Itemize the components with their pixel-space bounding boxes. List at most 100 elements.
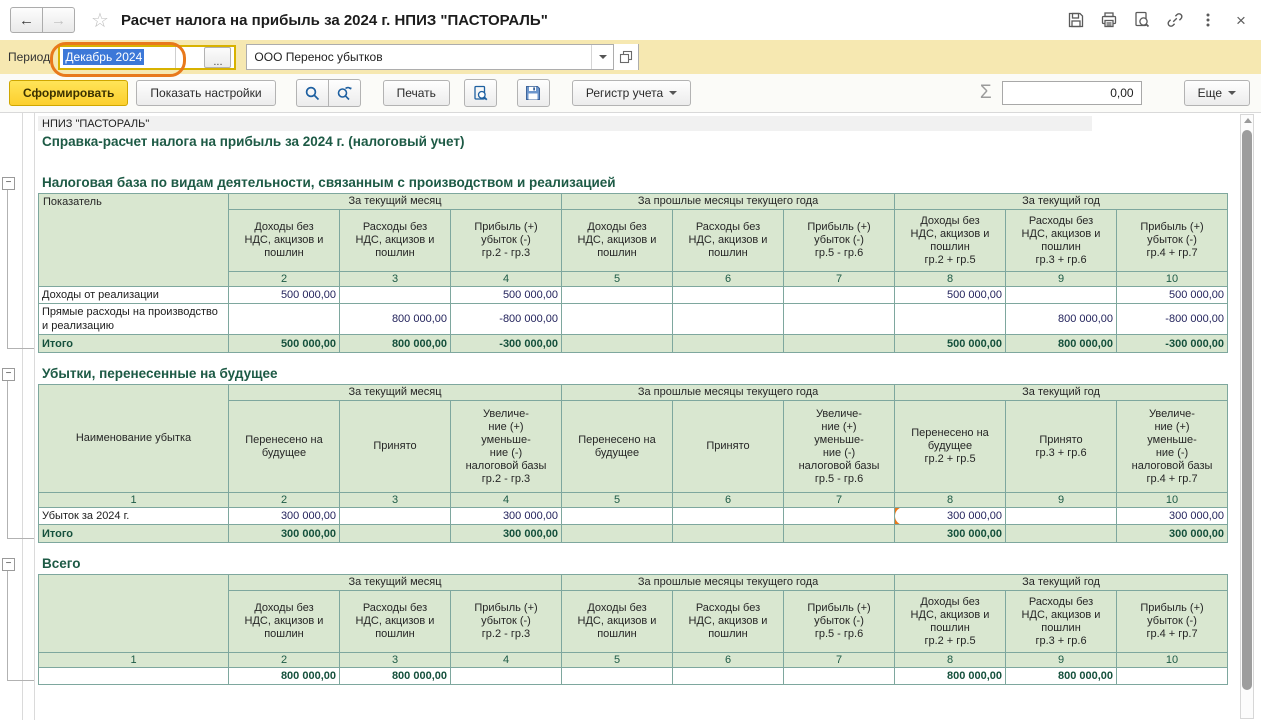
first-column-header-cell[interactable] [38,574,229,653]
sum-input[interactable] [1001,81,1142,105]
column-header-cell[interactable]: Увеличе- ние (+) уменьше- ние (-) налого… [1116,400,1229,493]
favorite-star-icon[interactable] [91,8,109,33]
value-cell[interactable] [672,303,784,335]
save-icon[interactable] [1066,10,1086,30]
total-label-cell[interactable]: Итого [38,524,229,543]
column-number-cell[interactable]: 9 [1005,652,1118,668]
search-next-button[interactable] [328,79,361,107]
report-title[interactable]: Справка-расчет налога на прибыль за 2024… [42,134,465,149]
column-number-cell[interactable]: 10 [1116,492,1229,508]
column-header-cell[interactable]: Прибыль (+) убыток (-) гр.5 - гр.6 [782,209,896,272]
column-header-cell[interactable]: Перенесено на будущее [561,400,673,493]
show-settings-button[interactable]: Показать настройки [136,80,276,106]
scroll-up-arrow-icon[interactable] [1244,118,1252,123]
value-cell[interactable]: 300 000,00 [450,507,562,525]
total-value-cell[interactable]: 500 000,00 [228,334,340,353]
column-header-cell[interactable]: Принято [339,400,451,493]
value-cell[interactable]: 300 000,00 [894,507,1007,525]
column-number-cell[interactable]: 7 [782,492,896,508]
total-value-cell[interactable]: 300 000,00 [228,524,340,543]
organization-open-button[interactable] [613,44,639,70]
column-header-cell[interactable]: Прибыль (+) убыток (-) гр.5 - гр.6 [782,590,896,653]
first-column-header-cell[interactable]: Наименование убытка [38,384,229,493]
vertical-scrollbar[interactable] [1240,114,1254,719]
column-header-cell[interactable]: Прибыль (+) убыток (-) гр.2 - гр.3 [450,209,562,272]
row-label-cell[interactable]: Доходы от реализации [38,286,229,304]
column-number-cell[interactable]: 5 [561,652,673,668]
column-number-cell[interactable]: 7 [782,271,896,287]
register-button[interactable]: Регистр учета [571,80,692,106]
value-cell[interactable] [672,507,784,525]
column-header-cell[interactable]: Расходы без НДС, акцизов и пошлин [339,209,451,272]
search-button[interactable] [295,79,329,107]
value-cell[interactable]: 800 000,00 [228,667,340,685]
column-group-header-cell[interactable]: За прошлые месяцы текущего года [560,193,896,210]
period-choose-button[interactable]: ... [204,46,232,68]
column-header-cell[interactable]: Расходы без НДС, акцизов и пошлин [672,209,784,272]
print-icon[interactable] [1099,10,1119,30]
value-cell[interactable] [782,303,896,335]
total-value-cell[interactable]: 300 000,00 [894,524,1007,543]
total-value-cell[interactable]: 800 000,00 [339,334,451,353]
column-number-cell[interactable]: 8 [894,652,1007,668]
value-cell[interactable] [782,507,896,525]
column-header-cell[interactable]: Доходы без НДС, акцизов и пошлин [228,209,340,272]
column-number-cell[interactable]: 3 [339,271,451,287]
column-group-header-cell[interactable]: За текущий год [894,574,1229,591]
column-number-cell[interactable]: 6 [672,492,784,508]
total-value-cell[interactable] [672,334,784,353]
column-number-cell[interactable]: 2 [228,271,340,287]
section-heading[interactable]: Всего [42,556,81,571]
column-number-cell[interactable]: 5 [561,271,673,287]
total-value-cell[interactable]: 800 000,00 [1005,334,1118,353]
close-icon[interactable] [1231,10,1251,30]
value-cell[interactable]: 800 000,00 [1005,303,1118,335]
column-number-cell[interactable]: 4 [450,652,562,668]
column-number-cell[interactable]: 8 [894,492,1007,508]
value-cell[interactable]: -800 000,00 [450,303,562,335]
total-value-cell[interactable]: 300 000,00 [1116,524,1229,543]
column-header-cell[interactable]: Доходы без НДС, акцизов и пошлин гр.2 + … [894,209,1007,272]
collapse-section-button[interactable] [2,558,15,571]
column-number-cell[interactable]: 4 [450,492,562,508]
value-cell[interactable]: 500 000,00 [228,286,340,304]
column-number-cell[interactable]: 2 [228,492,340,508]
column-number-cell[interactable]: 3 [339,492,451,508]
column-number-cell[interactable]: 1 [38,492,229,508]
more-button[interactable]: Еще [1183,80,1250,106]
column-number-cell[interactable]: 8 [894,271,1007,287]
forward-button[interactable] [43,7,75,33]
value-cell[interactable] [339,286,451,304]
total-value-cell[interactable] [561,524,673,543]
value-cell[interactable]: 500 000,00 [1116,286,1229,304]
column-number-cell[interactable]: 10 [1116,271,1229,287]
value-cell[interactable] [1116,667,1229,685]
column-number-cell[interactable]: 1 [38,652,229,668]
value-cell[interactable] [561,667,673,685]
column-header-cell[interactable]: Перенесено на будущее [228,400,340,493]
column-header-cell[interactable]: Расходы без НДС, акцизов и пошлин [339,590,451,653]
value-cell[interactable]: 800 000,00 [339,303,451,335]
column-group-header-cell[interactable]: За текущий год [894,193,1229,210]
column-header-cell[interactable]: Расходы без НДС, акцизов и пошлин гр.3 +… [1005,590,1118,653]
column-header-cell[interactable]: Прибыль (+) убыток (-) гр.2 - гр.3 [450,590,562,653]
column-header-cell[interactable]: Доходы без НДС, акцизов и пошлин [228,590,340,653]
total-value-cell[interactable] [672,524,784,543]
column-header-cell[interactable]: Доходы без НДС, акцизов и пошлин гр.2 + … [894,590,1007,653]
column-group-header-cell[interactable]: За текущий месяц [228,193,562,210]
column-number-cell[interactable]: 9 [1005,492,1118,508]
column-number-cell[interactable]: 6 [672,271,784,287]
value-cell[interactable] [782,667,896,685]
generate-button[interactable]: Сформировать [9,80,129,106]
column-number-cell[interactable]: 9 [1005,271,1118,287]
column-header-cell[interactable]: Перенесено на будущее гр.2 + гр.5 [894,400,1007,493]
report-organization-line[interactable]: НПИЗ "ПАСТОРАЛЬ" [38,116,1092,131]
link-icon[interactable] [1165,10,1185,30]
value-cell[interactable]: 800 000,00 [1005,667,1118,685]
total-label-cell[interactable]: Итого [38,334,229,353]
column-header-cell[interactable]: Прибыль (+) убыток (-) гр.4 + гр.7 [1116,590,1229,653]
kebab-menu-icon[interactable] [1198,10,1218,30]
column-group-header-cell[interactable]: За прошлые месяцы текущего года [560,574,896,591]
value-cell[interactable] [228,303,340,335]
column-group-header-cell[interactable]: За текущий год [894,384,1229,401]
